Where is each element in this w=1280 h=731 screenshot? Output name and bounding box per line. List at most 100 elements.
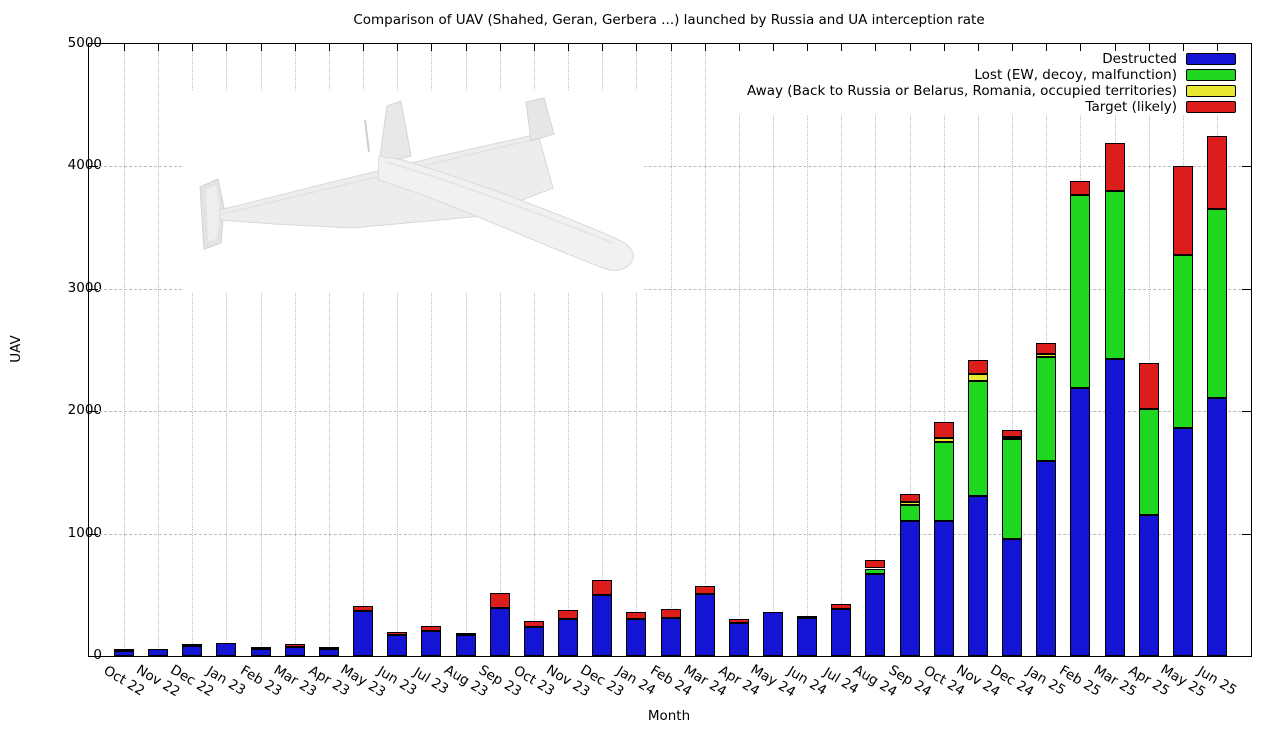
bars-layer [89, 44, 1251, 656]
bar-target-Oct-22 [114, 648, 134, 651]
bar-destructed-May-23 [353, 610, 374, 656]
legend-row-destructed: Destructed [747, 51, 1236, 67]
bar-target-Jul-23 [421, 626, 442, 631]
legend-row-lost: Lost (EW, decoy, malfunction) [747, 67, 1236, 83]
x-tick-top-18 [738, 44, 740, 51]
bar-destructed-Oct-22 [114, 650, 134, 656]
v-gridline-Feb-24 [670, 44, 672, 656]
h-gridline-4000 [89, 166, 1251, 168]
y-tick-left-4000 [89, 166, 98, 168]
bar-target-Jun-24 [797, 615, 818, 619]
v-gridline-May-23 [363, 44, 365, 656]
legend-swatch-lost [1186, 69, 1236, 81]
v-gridline-Sep-24 [909, 44, 911, 656]
bar-target-Dec-24 [1002, 430, 1023, 437]
shahed-drone-illustration [182, 90, 644, 292]
v-gridline-Aug-23 [465, 44, 467, 656]
legend: Destructed Lost (EW, decoy, malfunction) A… [736, 51, 1236, 115]
x-tick-top-2 [192, 44, 194, 51]
bar-destructed-Aug-24 [865, 574, 886, 656]
bar-target-Mar-24 [694, 585, 715, 595]
x-tick-top-3 [226, 44, 228, 51]
y-tick-right-1000 [1242, 533, 1251, 535]
bar-target-Aug-24 [865, 559, 886, 569]
legend-label-target: Target (likely) [1085, 99, 1177, 115]
legend-label-lost: Lost (EW, decoy, malfunction) [974, 67, 1177, 83]
v-gridline-Jul-24 [841, 44, 843, 656]
v-gridline-Jan-24 [636, 44, 638, 656]
bar-lost-Dec-24 [1002, 439, 1023, 539]
x-tick-top-32 [1217, 44, 1218, 51]
legend-label-away: Away (Back to Russia or Belarus, Romania… [746, 83, 1177, 99]
v-gridline-Jun-24 [807, 44, 809, 656]
x-tick-top-30 [1148, 44, 1150, 51]
bar-lost-May-25 [1172, 254, 1193, 429]
x-tick-top-29 [1114, 44, 1116, 51]
y-tick-label-3000: 3000 [67, 279, 102, 296]
v-gridline-Oct-22 [124, 44, 125, 656]
bar-destructed-Aug-23 [455, 635, 476, 656]
bar-destructed-Oct-24 [933, 521, 954, 656]
v-gridline-Nov-24 [977, 44, 979, 656]
bar-lost-Aug-24 [865, 568, 886, 574]
bar-target-Dec-23 [592, 580, 613, 595]
h-gridline-1000 [89, 533, 1251, 535]
bar-destructed-Jan-24 [626, 619, 647, 656]
bar-target-Oct-24 [933, 422, 954, 439]
y-tick-label-4000: 4000 [67, 157, 102, 174]
x-tick-top-1 [158, 44, 160, 51]
bar-destructed-Jul-23 [421, 630, 442, 656]
x-tick-top-27 [1046, 44, 1048, 51]
bar-target-Jul-24 [831, 604, 852, 609]
y-tick-left-1000 [89, 533, 98, 535]
bar-destructed-May-25 [1172, 428, 1193, 656]
x-tick-top-9 [431, 44, 433, 51]
bar-target-Oct-23 [523, 621, 544, 627]
bar-target-Mar-23 [284, 644, 305, 647]
v-gridline-Nov-23 [568, 44, 570, 656]
bar-away-Sep-24 [899, 501, 920, 506]
x-tick-top-26 [1012, 44, 1014, 51]
x-tick-top-11 [499, 44, 501, 51]
x-tick-top-6 [328, 44, 330, 51]
plot-area [88, 43, 1252, 657]
legend-row-target: Target (likely) [747, 99, 1236, 115]
legend-label-destructed: Destructed [1102, 51, 1177, 67]
v-gridline-Apr-25 [1148, 44, 1150, 656]
bar-lost-Jun-25 [1207, 209, 1227, 398]
bar-target-Nov-24 [967, 360, 988, 374]
bar-target-Aug-23 [455, 633, 476, 636]
v-gridline-Mar-24 [704, 44, 706, 656]
legend-swatch-destructed [1186, 53, 1236, 65]
x-tick-top-17 [704, 44, 706, 51]
y-tick-label-1000: 1000 [67, 524, 102, 541]
h-gridline-2000 [89, 411, 1251, 413]
h-gridline-3000 [89, 288, 1251, 290]
bar-target-May-25 [1172, 166, 1193, 255]
bar-away-Dec-24 [1002, 436, 1023, 440]
y-tick-left-3000 [89, 288, 98, 290]
bar-destructed-Dec-24 [1002, 538, 1023, 656]
y-tick-right-2000 [1242, 411, 1251, 413]
bar-lost-Apr-25 [1138, 408, 1159, 516]
v-gridline-Aug-24 [875, 44, 877, 656]
y-tick-right-3000 [1242, 288, 1251, 290]
v-gridline-Oct-23 [533, 44, 535, 656]
bar-lost-Feb-25 [1070, 194, 1091, 388]
bar-away-Oct-24 [933, 438, 954, 442]
bar-destructed-Jun-23 [387, 635, 408, 656]
bar-destructed-Jan-23 [216, 642, 237, 656]
x-tick-top-16 [670, 44, 672, 51]
bar-target-Jun-23 [387, 631, 408, 636]
x-axis-label: Month [647, 708, 691, 724]
bar-destructed-Apr-24 [728, 622, 749, 656]
x-tick-top-20 [807, 44, 809, 51]
x-tick-top-25 [977, 44, 979, 51]
v-gridline-Oct-24 [943, 44, 945, 656]
v-gridline-Feb-23 [260, 44, 262, 656]
x-tick-top-19 [772, 44, 774, 51]
bar-target-Sep-23 [489, 592, 510, 608]
x-tick-top-28 [1080, 44, 1082, 51]
bar-destructed-Dec-23 [592, 594, 613, 656]
